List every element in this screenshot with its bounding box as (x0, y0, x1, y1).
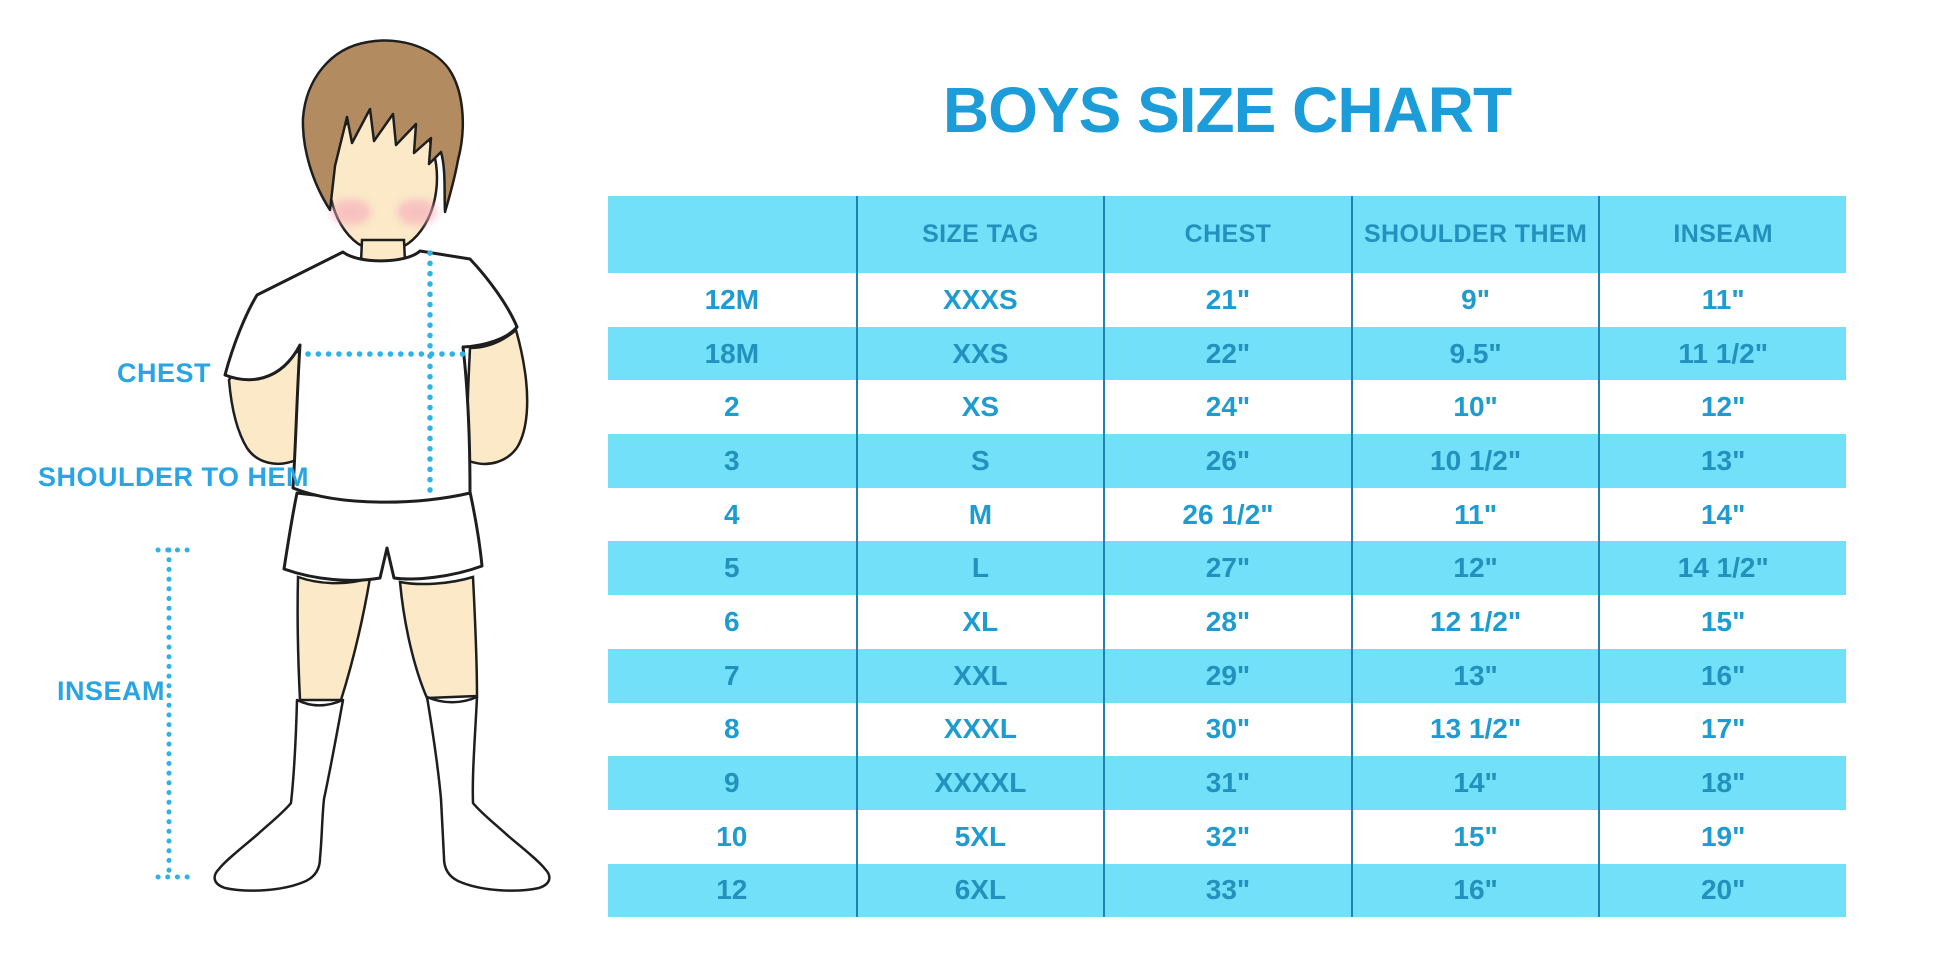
table-cell: S (855, 434, 1104, 488)
table-cell: 13" (1350, 648, 1599, 703)
t-shirt (223, 249, 519, 504)
table-cell: 16" (1350, 863, 1599, 918)
table-row: 12M XXXS 21" 9" 11" (608, 273, 1846, 327)
table-cell: 5 (724, 552, 740, 584)
table-cell: 26" (1103, 434, 1351, 488)
table-cell: 16" (1598, 648, 1846, 703)
table-cell: 9 (724, 767, 740, 799)
table-row: 4 M 26 1/2" 11" 14" (608, 487, 1846, 542)
table-cell: 5XL (855, 809, 1104, 864)
table-cell: M (855, 487, 1104, 542)
table-cell: 7 (724, 659, 740, 691)
table-cell: 12" (1598, 380, 1846, 435)
table-cell: XXXS (855, 273, 1104, 327)
table-cell: 31" (1103, 756, 1351, 810)
table-cell: 28" (1103, 595, 1351, 649)
table-row: 10 5XL 32" 15" 19" (608, 809, 1846, 864)
table-cell: 22" (1103, 326, 1351, 381)
table-cell: 17" (1598, 702, 1846, 757)
header-cell-chest: CHEST (1103, 196, 1351, 273)
boy-illustration (155, 39, 551, 892)
table-row: 18M XXS 22" 9.5" 11 1/2" (608, 326, 1846, 381)
table-row: 8 XXXL 30" 13 1/2" 17" (608, 702, 1846, 757)
table-cell: 18" (1598, 756, 1846, 810)
table-cell: 9" (1350, 273, 1599, 327)
table-cell: 27" (1103, 541, 1351, 596)
table-cell: 2 (724, 391, 740, 423)
table-cell: 14" (1350, 756, 1599, 810)
leg-left (296, 575, 372, 702)
table-cell: 20" (1598, 863, 1846, 918)
table-cell: 12M (704, 283, 760, 315)
table-cell: 12" (1350, 541, 1599, 596)
table-cell: 18M (704, 337, 760, 369)
table-cell: 32" (1103, 809, 1351, 864)
table-row: 7 XXL 29" 13" 16" (608, 648, 1846, 703)
table-row: 3 S 26" 10 1/2" 13" (608, 434, 1846, 488)
table-cell: 6 (724, 605, 740, 637)
table-cell: 26 1/2" (1103, 487, 1351, 542)
table-body: 12M XXXS 21" 9" 11" 18M XXS 22" 9.5" 11 … (608, 273, 1846, 918)
table-cell: 3 (724, 444, 740, 476)
header-cell-blank (608, 196, 856, 273)
leg-right (398, 575, 479, 700)
table-cell: 14" (1598, 487, 1846, 542)
table-row: 9 XXXXL 31" 14" 18" (608, 756, 1846, 810)
table-row: 2 XS 24" 10" 12" (608, 380, 1846, 435)
table-cell: 8 (724, 713, 740, 745)
arm-right (466, 327, 529, 466)
cheek-right (397, 199, 437, 225)
header-cell-inseam: INSEAM (1598, 196, 1846, 273)
table-cell: 12 (716, 874, 748, 906)
header-cell-shoulder-them: SHOULDER THEM (1350, 196, 1599, 273)
chest-label: CHEST (117, 358, 212, 388)
table-cell: 14 1/2" (1598, 541, 1846, 596)
table-row: 5 L 27" 12" 14 1/2" (608, 541, 1846, 596)
table-cell: 10" (1350, 380, 1599, 435)
table-cell: 12 1/2" (1350, 595, 1599, 649)
table-cell: 11" (1350, 487, 1599, 542)
table-row: 6 XL 28" 12 1/2" 15" (608, 595, 1846, 649)
table-cell: XS (855, 380, 1104, 435)
table-header-row: SIZE TAG CHEST SHOULDER THEM INSEAM (608, 196, 1846, 273)
table-cell: XXXXL (855, 756, 1104, 810)
table-cell: 13 1/2" (1350, 702, 1599, 757)
inseam-label: INSEAM (57, 676, 166, 706)
table-cell: 6XL (855, 863, 1104, 918)
table-cell: XXS (855, 326, 1104, 381)
table-cell: XXL (855, 648, 1104, 703)
table-cell: L (855, 541, 1104, 596)
table-cell: 10 (716, 820, 748, 852)
table-cell: 19" (1598, 809, 1846, 864)
table-cell: 21" (1103, 273, 1351, 327)
table-cell: 15" (1598, 595, 1846, 649)
table-cell: 11 1/2" (1598, 326, 1846, 381)
table-cell: XL (855, 595, 1104, 649)
table-cell: 29" (1103, 648, 1351, 703)
table-cell: 13" (1598, 434, 1846, 488)
cheek-left (331, 199, 371, 225)
sock-left (213, 698, 345, 892)
table-cell: 33" (1103, 863, 1351, 918)
sock-right (425, 695, 551, 892)
table-cell: 10 1/2" (1350, 434, 1599, 488)
size-chart-table: SIZE TAG CHEST SHOULDER THEM INSEAM 12M … (608, 196, 1846, 918)
hair (301, 39, 465, 214)
table-cell: XXXL (855, 702, 1104, 757)
table-cell: 30" (1103, 702, 1351, 757)
table-cell: 4 (724, 498, 740, 530)
table-cell: 15" (1350, 809, 1599, 864)
shoulder-to-hem-label: SHOULDER TO HEM (38, 462, 310, 492)
table-cell: 11" (1598, 273, 1846, 327)
table-cell: 24" (1103, 380, 1351, 435)
header-cell-size-tag: SIZE TAG (855, 196, 1104, 273)
table-row: 12 6XL 33" 16" 20" (608, 863, 1846, 918)
page-title: BOYS SIZE CHART (942, 73, 1512, 146)
shorts (282, 490, 484, 582)
table-cell: 9.5" (1350, 326, 1599, 381)
